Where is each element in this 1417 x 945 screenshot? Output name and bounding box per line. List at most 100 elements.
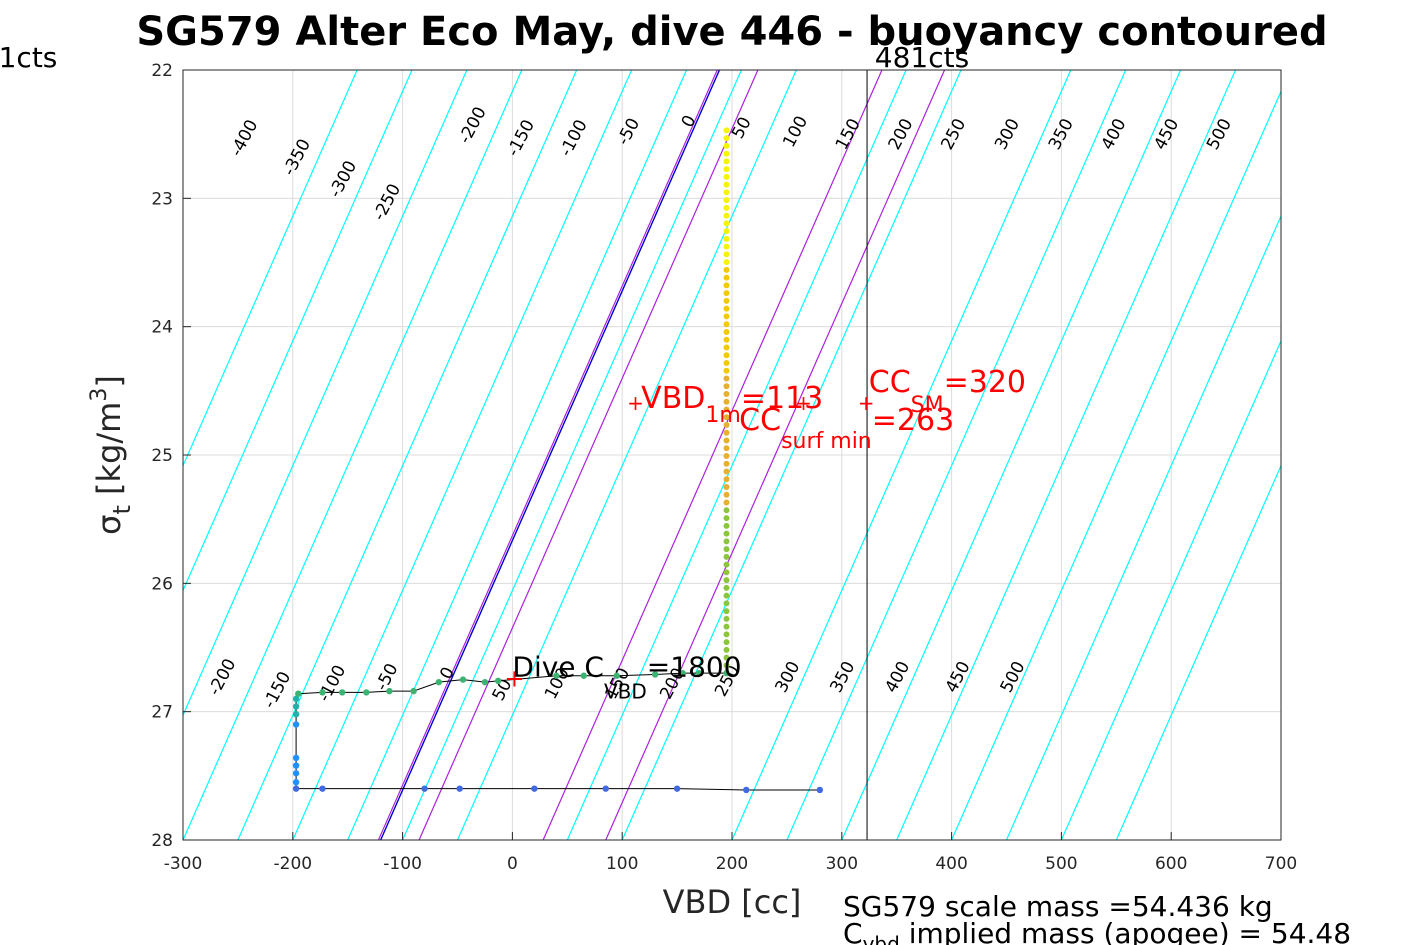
contour-label: 250 <box>937 115 970 153</box>
y-tick-label: 26 <box>151 574 173 594</box>
dive-point-vertical <box>723 608 730 615</box>
dive-point <box>363 689 370 696</box>
dive-point-vertical <box>723 662 730 669</box>
contour-label: 300 <box>772 658 805 696</box>
dive-point <box>292 721 300 728</box>
contour-label: -350 <box>279 136 315 179</box>
dive-point-vertical <box>723 507 730 514</box>
dive-point <box>292 695 300 703</box>
dive-point <box>295 690 302 697</box>
dive-point-vertical <box>723 150 730 157</box>
dive-point-vertical <box>723 414 730 421</box>
dive-point <box>435 678 443 686</box>
contour-line-magenta <box>418 70 759 840</box>
dive-point-vertical <box>723 305 730 312</box>
dive-point-vertical <box>723 623 730 630</box>
dive-point <box>816 786 824 794</box>
x-tick-label: -300 <box>164 854 203 874</box>
contour-line-magenta <box>605 70 946 840</box>
dive-point <box>292 762 300 769</box>
y-label-units: [kg/m <box>90 402 128 505</box>
dive-point-vertical <box>723 259 730 266</box>
contour-label: 200 <box>885 115 918 153</box>
x-tick-label: 500 <box>1045 854 1077 874</box>
contour-line-cyan <box>621 70 962 840</box>
dive-point-vertical <box>723 429 730 436</box>
marker-label: CCSM=320 <box>869 365 1026 418</box>
dive-point <box>292 754 300 762</box>
contour-line-cyan <box>786 70 1127 840</box>
dive-point-vertical <box>723 359 730 366</box>
dive-point <box>421 785 428 792</box>
marker-label-sub: SM <box>911 393 944 418</box>
dive-point-vertical <box>723 592 730 599</box>
dive-point-vertical <box>723 460 730 467</box>
dive-point-vertical <box>723 181 730 188</box>
dive-point-vertical <box>723 173 730 180</box>
marker-label: VBD1m=113 <box>641 381 823 428</box>
dive-point <box>531 785 538 792</box>
dive-point <box>602 785 609 792</box>
dive-point-vertical <box>723 577 730 584</box>
dive-point <box>651 671 659 678</box>
contour-label: -300 <box>325 158 361 201</box>
dive-point-vertical <box>723 142 730 149</box>
contour-line-blue <box>379 70 721 840</box>
contour-line-cyan <box>456 70 797 840</box>
contour-line-cyan <box>841 70 1182 840</box>
dive-point-vertical <box>723 321 730 328</box>
dive-point <box>292 785 300 792</box>
dive-point-vertical <box>723 453 730 460</box>
contour-label: -100 <box>556 117 592 160</box>
marker-label-main: CC <box>869 365 911 400</box>
dive-point <box>553 672 560 679</box>
contour-line-cyan <box>1060 339 1281 840</box>
dive-point-vertical <box>723 561 730 568</box>
marker-label-value: =113 <box>741 381 823 416</box>
dive-point <box>292 779 300 786</box>
dive-point <box>580 672 587 679</box>
dive-point-vertical <box>723 600 730 607</box>
contour-label: -250 <box>369 181 405 224</box>
contour-label: 100 <box>779 113 812 151</box>
x-tick-label: -100 <box>383 854 422 874</box>
contour-label: 450 <box>942 658 975 696</box>
contour-lines <box>183 70 1281 840</box>
contour-line-cyan <box>896 70 1237 840</box>
dive-point-vertical <box>723 212 730 219</box>
contour-line-cyan <box>1005 214 1281 840</box>
dive-point-vertical <box>723 584 730 591</box>
dive-point-vertical <box>723 220 730 227</box>
contour-line-cyan <box>292 70 633 840</box>
y-axis-label: σt [kg/m3] <box>87 375 136 535</box>
dive-point <box>386 687 393 695</box>
marker-label-value: =320 <box>944 365 1026 400</box>
dive-point <box>695 669 703 677</box>
svg-text:σt [kg/m3]: σt [kg/m3] <box>87 375 136 535</box>
dive-point-vertical <box>723 468 730 475</box>
y-axis-ticks: 22 23 24 25 26 27 28 <box>151 61 191 851</box>
markers: +Dive CVBD=1800+VBD1m=113 +CCSM=320+CCsur… <box>504 365 1026 703</box>
y-tick-label: 23 <box>151 189 173 209</box>
contour-line-cyan <box>183 70 523 840</box>
x-tick-label: 600 <box>1155 854 1187 874</box>
dive-point-vertical <box>723 390 730 397</box>
chart-title: SG579 Alter Eco May, dive 446 - buoyancy… <box>136 9 1327 55</box>
dive-point-vertical <box>723 189 730 196</box>
contour-line-cyan <box>951 89 1281 840</box>
contour-label: -50 <box>613 115 644 149</box>
marker-label-main: CC <box>739 403 781 438</box>
dive-point-vertical <box>723 204 730 211</box>
x-axis-label: VBD [cc] <box>663 883 802 921</box>
dive-c-label: Dive CVBD=1800 <box>512 650 741 703</box>
dive-c-cross: + <box>504 664 524 692</box>
dive-point <box>679 669 686 677</box>
contour-label: 350 <box>826 658 859 696</box>
y-tick-label: 22 <box>151 61 173 81</box>
dive-point-vertical <box>723 266 730 273</box>
dive-point-vertical <box>723 158 730 165</box>
x-tick-label: 700 <box>1265 854 1297 874</box>
dive-point-vertical <box>723 569 730 576</box>
dive-point-vertical <box>723 336 730 343</box>
dive-point <box>339 689 346 696</box>
